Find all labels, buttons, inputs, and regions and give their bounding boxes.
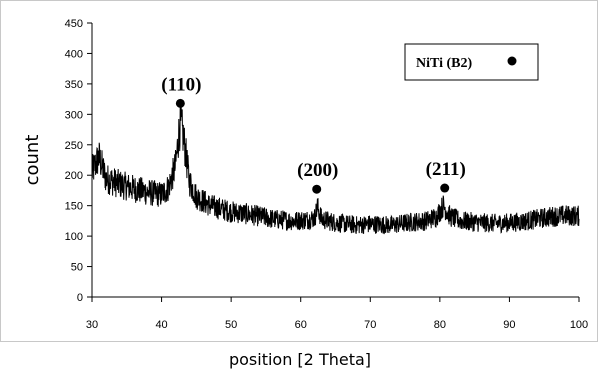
legend-marker xyxy=(507,56,517,66)
y-tick-label: 300 xyxy=(65,109,83,121)
x-tick-label: 100 xyxy=(570,319,588,331)
y-tick-label: 50 xyxy=(71,262,83,274)
y-tick-label: 250 xyxy=(65,140,83,152)
y-tick-label: 100 xyxy=(65,231,83,243)
y-tick-label: 0 xyxy=(77,292,83,304)
legend-label: NiTi (B2) xyxy=(416,56,472,71)
series-group xyxy=(91,101,580,235)
peak-label: (211) xyxy=(426,159,466,180)
x-tick-label: 80 xyxy=(434,319,446,331)
series-line xyxy=(91,101,580,235)
x-tick-label: 40 xyxy=(155,319,167,331)
peak-marker-dot xyxy=(175,98,185,108)
y-tick-label: 450 xyxy=(65,18,83,30)
x-tick-label: 60 xyxy=(295,319,307,331)
peak-marker-dot xyxy=(440,183,450,193)
y-axis-title: count xyxy=(22,135,43,186)
peak-marker-dot xyxy=(312,184,322,194)
y-tick-label: 350 xyxy=(65,79,83,91)
x-tick-label: 90 xyxy=(503,319,515,331)
x-axis: 30 40 50 60 70 80 90 100 xyxy=(86,297,588,331)
y-axis: 0 50 100 150 200 250 300 350 400 450 xyxy=(65,18,92,304)
peak-label: (110) xyxy=(161,74,201,95)
x-tick-label: 70 xyxy=(364,319,376,331)
y-tick-label: 400 xyxy=(65,48,83,60)
y-tick-label: 200 xyxy=(65,170,83,182)
legend: NiTi (B2) xyxy=(404,43,539,81)
x-tick-label: 50 xyxy=(225,319,237,331)
peak-markers: (110) (200) (211) xyxy=(161,74,466,194)
x-axis-title: position [2 Theta] xyxy=(229,350,371,369)
peak-label: (200) xyxy=(297,160,338,181)
y-tick-label: 150 xyxy=(65,201,83,213)
x-tick-label: 30 xyxy=(86,319,98,331)
